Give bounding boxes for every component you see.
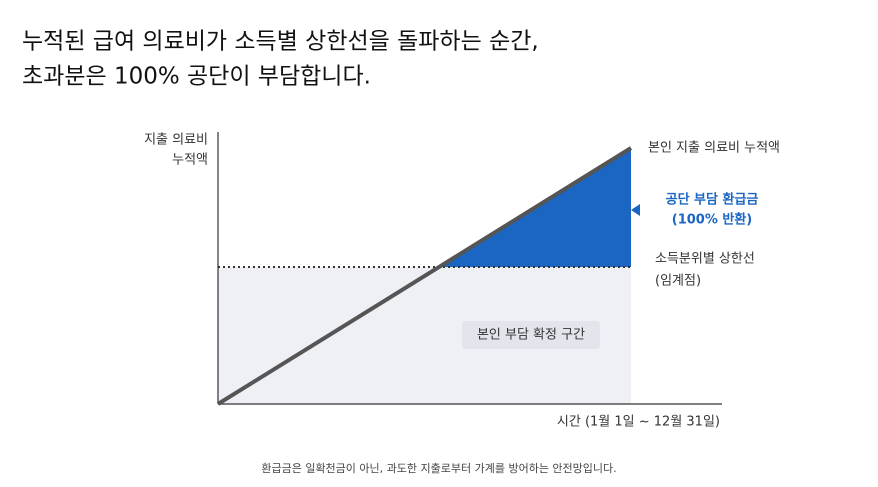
arrow bbox=[631, 204, 640, 216]
refund-label: 공단 부담 환급금 bbox=[666, 192, 759, 208]
threshold-label: (임계점) bbox=[655, 274, 701, 289]
threshold-label: 소득분위별 상한선 bbox=[655, 252, 755, 267]
title-line: 누적된 급여 의료비가 소득별 상한선을 돌파하는 순간, bbox=[22, 29, 539, 55]
line-label: 본인 지출 의료비 누적액 bbox=[648, 141, 780, 156]
y-axis-label: 지출 의료비 bbox=[144, 133, 208, 148]
x-axis-label: 시간 (1월 1일 ~ 12월 31일) bbox=[557, 415, 720, 430]
zone-label-box bbox=[462, 321, 600, 349]
title-line: 초과분은 100% 공단이 부담합니다. bbox=[22, 64, 371, 90]
footer-note: 환급금은 일확천금이 아닌, 과도한 지출로부터 가계를 방어하는 안전망입니다… bbox=[261, 461, 616, 475]
y-axis-label: 누적액 bbox=[172, 153, 208, 168]
cumulative-line bbox=[216, 146, 633, 406]
zone-label: 본인 부담 확정 구간 bbox=[477, 328, 585, 343]
refund-label: (100% 반환) bbox=[672, 212, 753, 228]
